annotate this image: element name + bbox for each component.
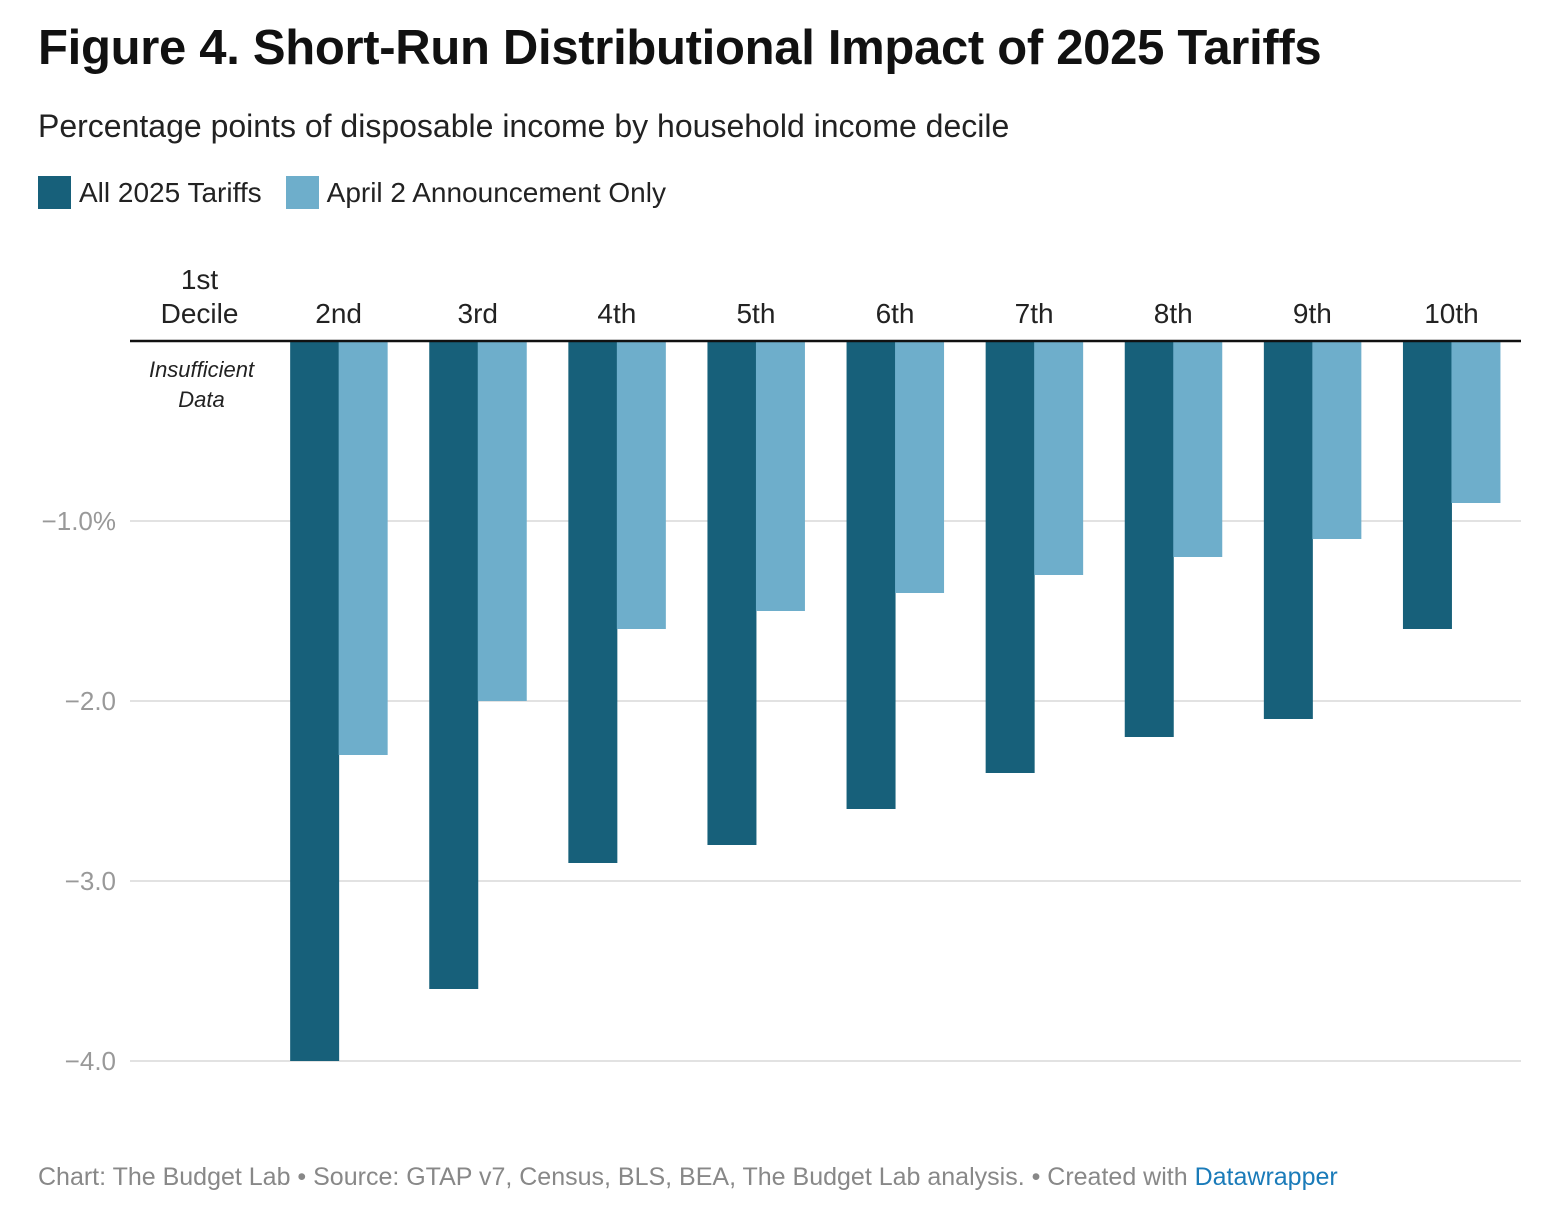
chart-subtitle: Percentage points of disposable income b… <box>38 108 1010 144</box>
y-tick-label: −4.0 <box>65 1046 116 1076</box>
y-tick-label: −1.0% <box>42 506 116 536</box>
chart-footer: Chart: The Budget Lab • Source: GTAP v7,… <box>38 1163 1338 1192</box>
y-tick-label: −3.0 <box>65 866 116 896</box>
bar <box>1263 341 1313 719</box>
x-tick-label: 8th <box>1154 298 1193 329</box>
bar <box>338 341 388 755</box>
legend-label-all-tariffs: All 2025 Tariffs <box>79 176 262 208</box>
annotation-insufficient-data: Insufficient Data <box>149 357 255 412</box>
bar <box>1034 341 1084 575</box>
x-tick-label: 2nd <box>315 298 362 329</box>
legend-item-all-tariffs: All 2025 Tariffs <box>38 176 262 209</box>
legend-label-april-2: April 2 Announcement Only <box>326 176 666 208</box>
legend-item-april-2: April 2 Announcement Only <box>285 176 666 209</box>
x-tick-label: 9th <box>1293 298 1332 329</box>
bar <box>1173 341 1223 557</box>
bar <box>755 341 805 611</box>
legend: All 2025 Tariffs April 2 Announcement On… <box>38 176 690 209</box>
bar <box>429 341 479 989</box>
footer-text: Chart: The Budget Lab • Source: GTAP v7,… <box>38 1163 1195 1191</box>
bar <box>1312 341 1362 539</box>
bar <box>1402 341 1452 629</box>
x-tick-label: 6th <box>876 298 915 329</box>
y-tick-label: −2.0 <box>65 686 116 716</box>
x-tick-label: 10th <box>1424 298 1479 329</box>
bar <box>1124 341 1174 737</box>
bar <box>290 341 340 1061</box>
x-tick-label: 7th <box>1015 298 1054 329</box>
chart-title: Figure 4. Short-Run Distributional Impac… <box>38 21 1322 75</box>
x-tick-label: 3rd <box>458 298 498 329</box>
bar <box>1451 341 1501 503</box>
bar <box>568 341 618 863</box>
bar <box>616 341 666 629</box>
legend-swatch-april-2 <box>285 176 319 209</box>
bar <box>846 341 896 809</box>
x-tick-label: 4th <box>597 298 636 329</box>
bar <box>707 341 757 845</box>
x-tick-label: 1st Decile <box>161 264 239 329</box>
legend-swatch-all-tariffs <box>38 176 71 209</box>
bar <box>985 341 1035 773</box>
x-tick-label: 5th <box>736 298 775 329</box>
bar <box>477 341 527 701</box>
datawrapper-link[interactable]: Datawrapper <box>1194 1163 1338 1191</box>
bar <box>895 341 945 593</box>
